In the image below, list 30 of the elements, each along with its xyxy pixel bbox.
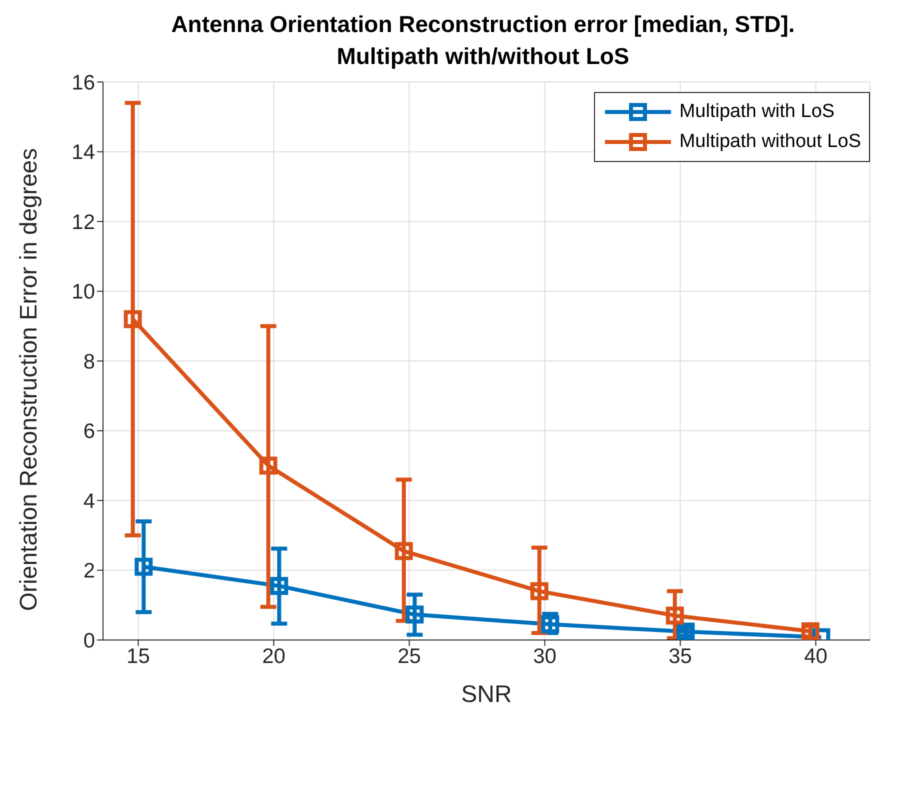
- x-tick-label: 25: [398, 644, 421, 668]
- point: [259, 456, 278, 475]
- y-tick-label: 12: [72, 210, 95, 234]
- y-tick-label: 0: [83, 629, 95, 652]
- point: [124, 310, 142, 328]
- point: [676, 622, 695, 640]
- y-tick-label: 10: [72, 280, 95, 304]
- point: [134, 558, 153, 576]
- y-tick-label: 6: [83, 420, 95, 444]
- point: [530, 582, 548, 600]
- x-tick-label: 40: [804, 644, 828, 668]
- x-tick-label: 35: [668, 644, 692, 668]
- y-axis-title: Orientation Reconstruction Error in degrees: [16, 148, 43, 611]
- point: [406, 606, 424, 624]
- y-tick-label: 8: [83, 350, 95, 374]
- x-tick-label: 15: [126, 644, 150, 668]
- point: [394, 542, 413, 560]
- x-axis-title: SNR: [461, 681, 512, 708]
- x-tick-label: 30: [533, 644, 556, 668]
- y-tick-label: 16: [72, 71, 95, 94]
- y-tick-label: 14: [72, 141, 96, 164]
- legend-label: Multipath without LoS: [679, 131, 861, 153]
- y-tick-label: 4: [83, 490, 96, 513]
- x-tick-label: 20: [262, 644, 286, 668]
- point: [666, 606, 684, 625]
- chart-title: Antenna Orientation Reconstruction error [median, STD]. Multipath with/without LoS: [170, 10, 796, 71]
- point: [270, 576, 288, 595]
- y-tick-label: 2: [83, 560, 95, 583]
- legend-label: Multipath with LoS: [679, 101, 835, 123]
- point: [541, 615, 560, 634]
